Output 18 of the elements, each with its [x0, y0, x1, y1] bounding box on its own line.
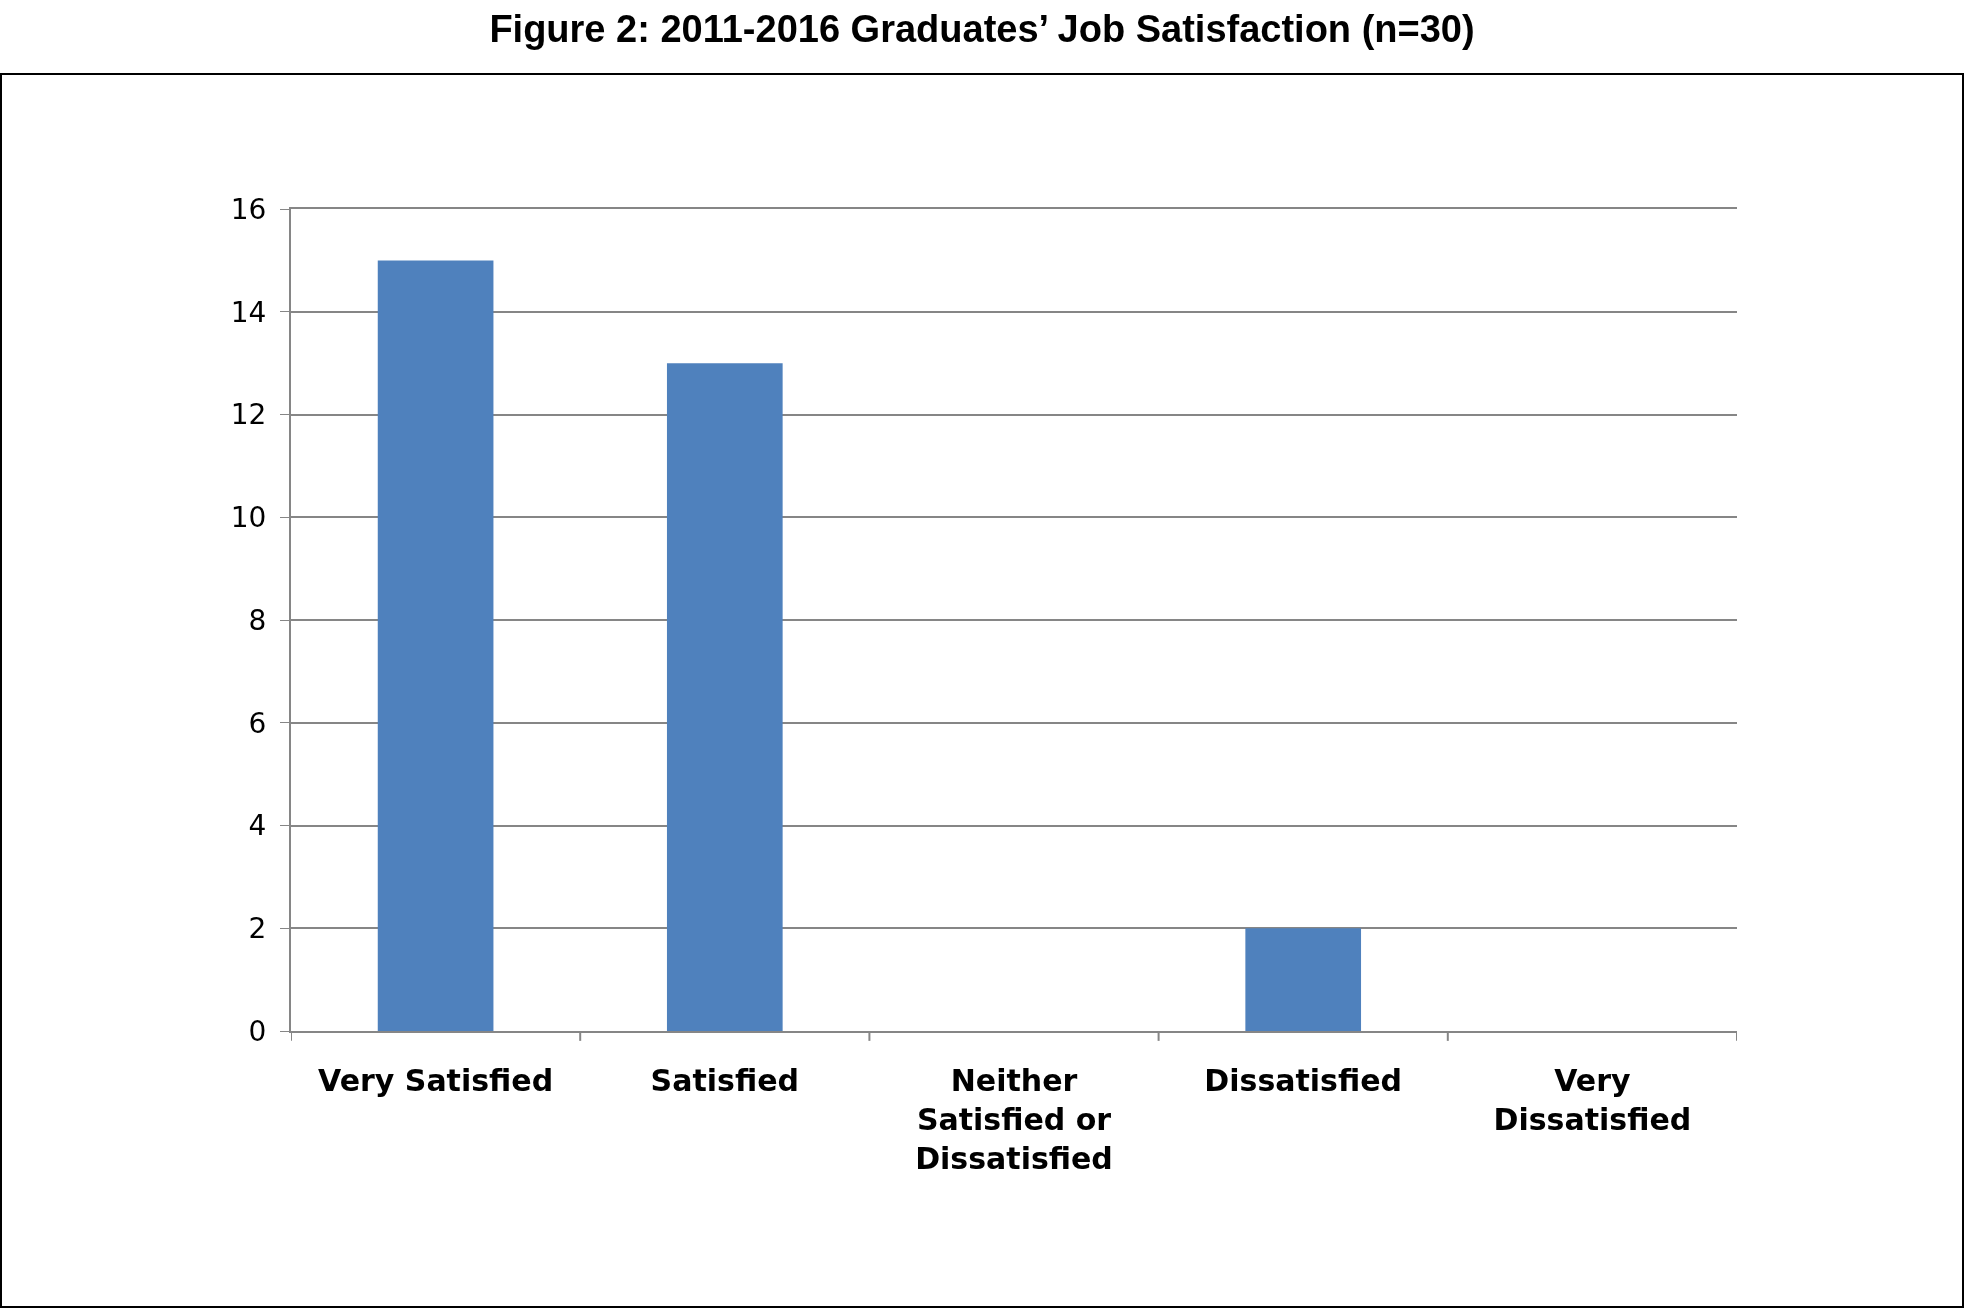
x-tick-label: Very Dissatisfied [1493, 1063, 1692, 1137]
y-tick-label: 2 [248, 912, 267, 946]
x-tick-label: Neither Satisfied or Dissatisfied [915, 1063, 1113, 1176]
bar [1245, 928, 1362, 1031]
bar [377, 260, 494, 1031]
x-tick-label: Satisfied [650, 1063, 799, 1098]
y-tick-label: 0 [248, 1014, 267, 1048]
y-tick-label: 12 [230, 398, 267, 432]
y-tick-label: 4 [248, 809, 267, 843]
y-tick-label: 8 [248, 603, 267, 637]
x-tick-label: Very Satisfied [318, 1063, 554, 1098]
bar [666, 363, 783, 1031]
y-tick-label: 16 [230, 192, 267, 226]
x-tick-label: Dissatisfied [1204, 1063, 1403, 1098]
y-tick-label: 6 [248, 706, 267, 740]
chart-title: Figure 2: 2011-2016 Graduates’ Job Satisfaction (n=30) [488, 8, 1476, 51]
y-tick-label: 14 [230, 295, 267, 329]
y-tick-label: 10 [230, 501, 267, 535]
